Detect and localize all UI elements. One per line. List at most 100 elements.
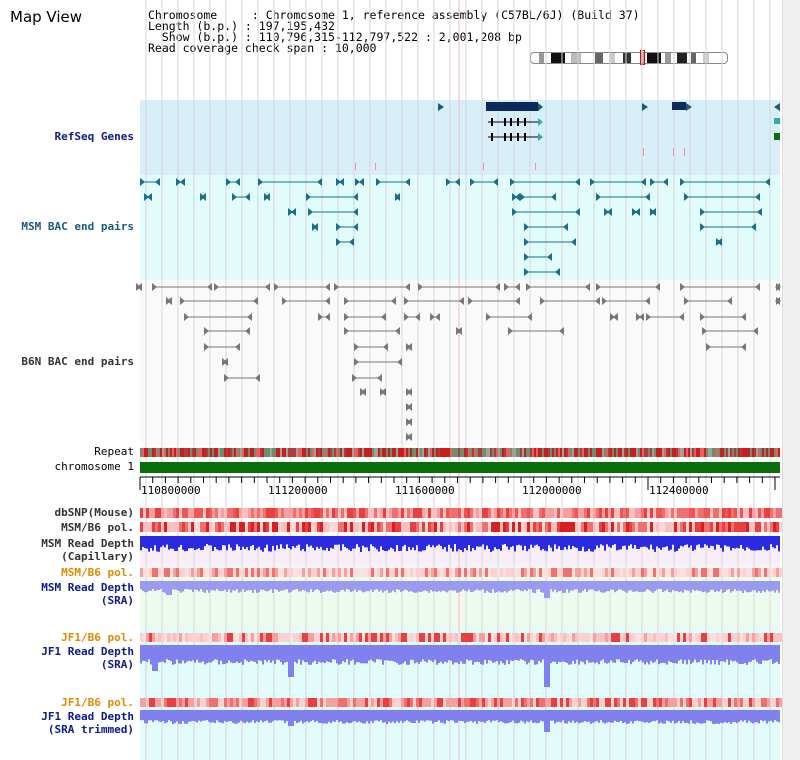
jf1-depth-sra-bar [670, 645, 672, 663]
jf1-b6-pol-cell [281, 698, 284, 707]
track-label-msm-bac[interactable]: MSM BAC end pairs [21, 220, 134, 233]
track-label-jf1-b6-pol-2[interactable]: JF1/B6 pol. [61, 696, 134, 709]
bac-end [486, 313, 491, 321]
msm-depth-cap-bar [392, 536, 394, 549]
msm-depth-sra-bar [484, 581, 486, 593]
msm-b6-pol-cell [533, 522, 536, 532]
msm-b6-pol-cell [761, 522, 764, 532]
repeat-segment [312, 448, 314, 457]
track-label-msm-depth-sra[interactable]: MSM Read Depth [41, 581, 134, 594]
track-label-refseq[interactable]: RefSeq Genes [54, 130, 134, 143]
jf1-depth-sra-bar [352, 645, 354, 660]
chromosome-ideogram[interactable] [530, 52, 728, 64]
dbsnp-cell [488, 508, 491, 518]
repeat-segment [380, 448, 382, 457]
msm-b6-pol-cell [524, 568, 527, 577]
track-label-msm-depth-cap[interactable]: MSM Read Depth [41, 537, 134, 550]
repeat-segment [212, 448, 214, 457]
msm-b6-pol-cell [362, 522, 365, 532]
repeat-segment [386, 448, 388, 457]
msm-depth-cap-bar [754, 536, 756, 551]
dbsnp-cell [569, 508, 572, 518]
msm-b6-pol-cell [704, 522, 707, 532]
jf1-b6-pol-cell [182, 633, 185, 642]
jf1-b6-pol-cell [323, 698, 326, 707]
msm-b6-pol-cell [335, 522, 338, 532]
bac-end [344, 327, 349, 335]
track-label-jf1-depth-sra[interactable]: JF1 Read Depth [41, 645, 134, 658]
repeat-segment [170, 448, 172, 457]
jf1-depth-sra-bar [414, 645, 416, 664]
jf1-depth-trim-bar [238, 710, 240, 723]
dbsnp-cell [215, 508, 218, 518]
dbsnp-cell [329, 508, 332, 518]
chromosome-label: Chromosome : [148, 8, 266, 22]
bac-end [775, 283, 780, 291]
msm-b6-pol-cell [512, 568, 515, 577]
msm-b6-pol-cell [659, 568, 662, 577]
msm-depth-cap-bar [316, 536, 318, 547]
msm-depth-cap-bar [706, 536, 708, 546]
jf1-depth-sra-bar [740, 645, 742, 665]
jf1-depth-sra-bar [392, 645, 394, 662]
track-label-dbsnp[interactable]: dbSNP(Mouse) [54, 506, 134, 519]
repeat-segment [296, 448, 298, 457]
msm-b6-pol-cell [767, 522, 770, 532]
repeat-segment [340, 448, 342, 457]
track-label-chromosome[interactable]: chromosome 1 [54, 460, 134, 473]
jf1-depth-sra-bar [664, 645, 666, 664]
jf1-depth-sra-bar [270, 645, 272, 663]
track-label-jf1-b6-pol[interactable]: JF1/B6 pol. [61, 631, 134, 644]
jf1-depth-sra-bar [320, 645, 322, 663]
msm-depth-sra-bar [674, 581, 676, 592]
track-label-msm-b6-pol-2[interactable]: MSM/B6 pol. [61, 566, 134, 579]
msm-depth-cap-bar [502, 536, 504, 545]
jf1-b6-pol-cell [518, 698, 521, 707]
bac-end [274, 283, 279, 291]
track-label-msm-b6-pol[interactable]: MSM/B6 pol. [61, 521, 134, 534]
repeat-segment [374, 448, 376, 457]
bac-end [180, 297, 185, 305]
msm-depth-sra-bar [700, 581, 702, 592]
jf1-depth-trim-bar [480, 710, 482, 722]
track-label-repeat[interactable]: Repeat [94, 445, 134, 458]
msm-depth-sra-bar [644, 581, 646, 592]
msm-b6-pol-cell [467, 568, 470, 577]
bac-end [353, 208, 358, 216]
msm-depth-cap-bar [142, 536, 144, 547]
msm-b6-pol-cell [287, 568, 290, 577]
jf1-b6-pol-cell [425, 698, 428, 707]
jf1-b6-pol-cell [710, 698, 713, 707]
repeat-segment [702, 448, 704, 457]
jf1-depth-trim-bar [434, 710, 436, 723]
msm-depth-sra-bar [290, 581, 292, 593]
jf1-b6-pol-cell [665, 633, 668, 642]
repeat-segment [614, 448, 616, 457]
dbsnp-cell [293, 508, 296, 518]
jf1-depth-trim-bar [300, 710, 302, 721]
jf1-depth-trim-bar [402, 710, 404, 723]
jf1-b6-pol-cell [569, 698, 572, 707]
track-label-b6n-bac[interactable]: B6N BAC end pairs [21, 355, 134, 368]
jf1-b6-pol-cell [242, 633, 245, 642]
jf1-b6-pol-cell [740, 633, 743, 642]
track-label-jf1-depth-trim[interactable]: JF1 Read Depth [41, 710, 134, 723]
jf1-depth-trim-bar [558, 710, 560, 722]
msm-b6-pol-cell [452, 568, 455, 577]
msm-depth-sra-bar [652, 581, 654, 593]
msm-b6-pol-cell [386, 522, 389, 532]
jf1-b6-pol-cell [779, 633, 782, 642]
msm-b6-pol-cell [281, 522, 284, 532]
jf1-depth-sra-bar [220, 645, 222, 661]
bac-end [391, 297, 396, 305]
jf1-b6-pol-cell [503, 633, 506, 642]
jf1-b6-pol-cell [149, 698, 152, 707]
vertical-scrollbar[interactable] [782, 0, 800, 760]
msm-b6-pol-cell [689, 522, 692, 532]
msm-b6-pol-cell [491, 568, 494, 577]
msm-depth-sra-bar [736, 581, 738, 591]
bac-end [470, 178, 475, 186]
jf1-b6-pol-cell [389, 698, 392, 707]
msm-depth-sra-bar [162, 581, 164, 593]
